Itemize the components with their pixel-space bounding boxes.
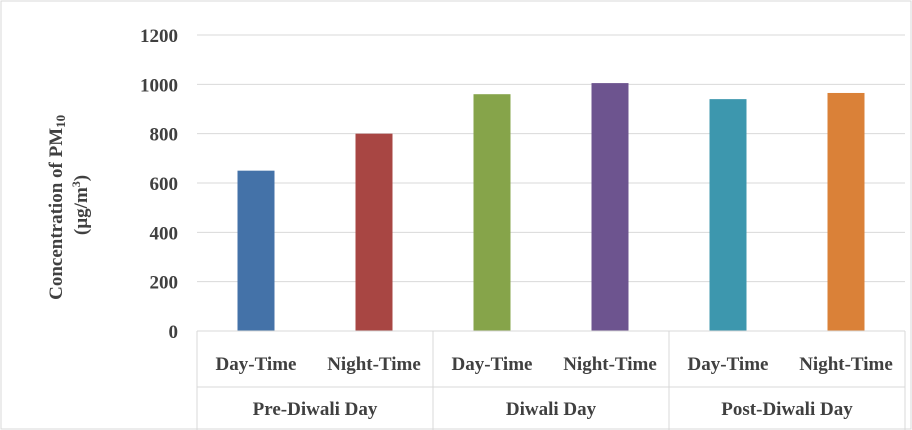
bar — [237, 170, 275, 331]
x-category-label: Day-Time — [688, 354, 769, 375]
x-category-label: Night-Time — [327, 354, 421, 375]
y-tick-label: 1000 — [140, 75, 178, 96]
x-category-label: Day-Time — [216, 354, 297, 375]
bar — [473, 94, 511, 331]
y-axis-title: Concentration of PM10 (µg/m3) — [46, 110, 92, 300]
y-axis-title-line1: Concentration of PM — [46, 128, 67, 300]
gridlines — [197, 34, 905, 283]
axes — [196, 330, 906, 430]
x-category-label: Night-Time — [563, 354, 657, 375]
y-tick-label: 400 — [150, 223, 179, 244]
labels: 0 200 400 600 800 1000 1200 Day-Time Night-Time D… — [140, 26, 893, 420]
bars — [237, 83, 865, 331]
y-axis-title-line2: (µg/m — [71, 187, 92, 235]
y-tick-label: 1200 — [140, 26, 178, 47]
x-group-label: Diwali Day — [506, 399, 597, 420]
bar — [827, 92, 865, 331]
y-axis-title-subscript: 10 — [53, 115, 68, 128]
y-axis-title-suffix: ) — [71, 175, 92, 181]
x-group-label: Pre-Diwali Day — [253, 399, 378, 420]
y-tick-label: 600 — [150, 174, 179, 195]
bar — [591, 83, 629, 331]
x-group-label: Post-Diwali Day — [721, 399, 853, 420]
y-axis-title-superscript: 3 — [69, 181, 83, 187]
y-tick-label: 800 — [150, 125, 179, 146]
x-category-label: Night-Time — [799, 354, 893, 375]
x-category-label: Day-Time — [452, 354, 533, 375]
y-tick-label: 0 — [169, 322, 179, 343]
bar — [355, 133, 393, 331]
bar — [709, 99, 747, 331]
y-tick-label: 200 — [150, 273, 179, 294]
